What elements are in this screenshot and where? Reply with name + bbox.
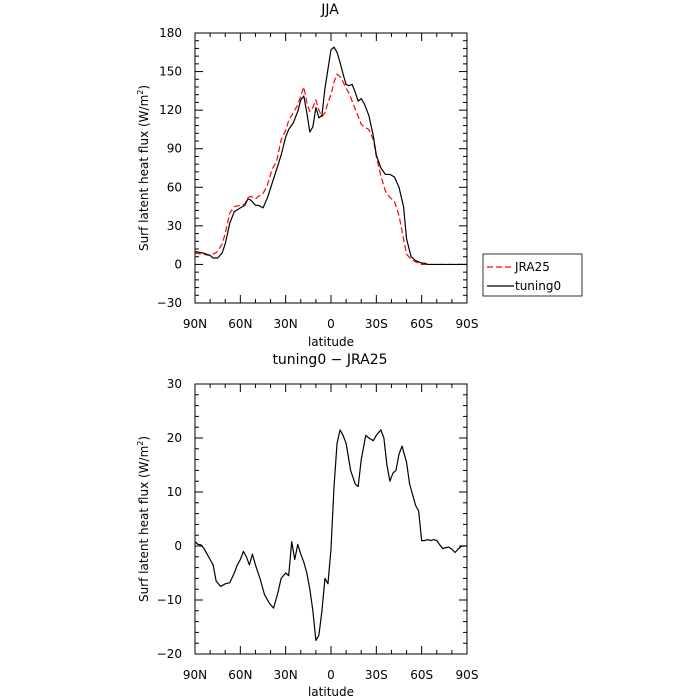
bottom-y-tick-label: 20: [167, 431, 182, 445]
top-x-tick-label: 0: [327, 317, 335, 331]
top-y-tick-label: 150: [159, 65, 182, 79]
bottom-x-tick-label: 60S: [410, 668, 433, 682]
top-y-tick-label: 120: [159, 103, 182, 117]
top-chart-title: JJA: [320, 2, 339, 18]
top-y-axis-label-exponent: 2: [136, 90, 145, 95]
bottom-x-tick-label: 90S: [456, 668, 479, 682]
bottom-y-tick-label: −10: [157, 593, 182, 607]
bottom-plot-data: [194, 429, 467, 642]
top-y-tick-label: −30: [157, 296, 182, 310]
bottom-x-tick-label: 0: [327, 668, 335, 682]
legend: JRA25 tuning0: [482, 253, 583, 297]
bottom-x-tick-label: 90N: [183, 668, 207, 682]
top-x-axis-label: latitude: [308, 335, 354, 349]
top-y-axis-label: Surf latent heat flux (W/m2): [136, 85, 151, 251]
top-x-tick-label: 30N: [274, 317, 298, 331]
bottom-x-tick-label: 30N: [274, 668, 298, 682]
top-x-tick-label: 90N: [183, 317, 207, 331]
legend-label-jra25: JRA25: [514, 260, 550, 274]
top-x-tick-label: 90S: [456, 317, 479, 331]
bottom-y-tick-label: 10: [167, 485, 182, 499]
bottom-y-tick-label: −20: [157, 647, 182, 661]
top-y-tick-label: 180: [159, 26, 182, 40]
bottom-y-axis-label-close: ): [137, 436, 151, 441]
top-panel: JJA 90N 60N 30N 0 30S 60S 90S −30 0 30 60 90 120 150 1…: [136, 2, 583, 349]
bottom-x-tick-label: 60N: [228, 668, 252, 682]
top-y-tick-label: 0: [174, 257, 182, 271]
top-y-axis-label-close: ): [137, 85, 151, 90]
top-plot-frame: [194, 32, 468, 304]
bottom-chart-title: tuning0 − JRA25: [272, 352, 387, 368]
top-axis-ticks: 90N 60N 30N 0 30S 60S 90S −30 0 30 60 90 120 150 180: [157, 26, 479, 331]
bottom-y-axis-label-main: Surf latent heat flux (W/m: [137, 446, 151, 602]
top-y-tick-label: 60: [167, 180, 182, 194]
top-y-tick-label: 90: [167, 142, 182, 156]
bottom-y-tick-label: 30: [167, 377, 182, 391]
top-y-tick-label: 30: [167, 219, 182, 233]
top-series-line-jra25: [194, 73, 467, 266]
bottom-series-line-series-0: [194, 429, 467, 642]
bottom-x-axis-label: latitude: [308, 685, 354, 699]
bottom-axis-ticks: 90N 60N 30N 0 30S 60S 90S −20 −10 0 10 20 30: [157, 377, 479, 682]
bottom-y-axis-label: Surf latent heat flux (W/m2): [136, 436, 151, 602]
top-y-axis-label-main: Surf latent heat flux (W/m: [137, 95, 151, 251]
top-x-tick-label: 60N: [228, 317, 252, 331]
bottom-panel: tuning0 − JRA25 90N 60N 30N 0 30S 60S 90S −20 −1…: [136, 352, 478, 699]
bottom-plot-frame: [194, 383, 468, 655]
legend-label-tuning0: tuning0: [515, 279, 561, 293]
legend-box: [482, 253, 583, 297]
bottom-y-tick-label: 0: [174, 539, 182, 553]
top-x-tick-label: 60S: [410, 317, 433, 331]
top-plot-data: [194, 46, 467, 266]
top-series-line-tuning0: [194, 46, 467, 266]
bottom-x-tick-label: 30S: [365, 668, 388, 682]
top-x-tick-label: 30S: [365, 317, 388, 331]
bottom-y-axis-label-exponent: 2: [136, 441, 145, 446]
